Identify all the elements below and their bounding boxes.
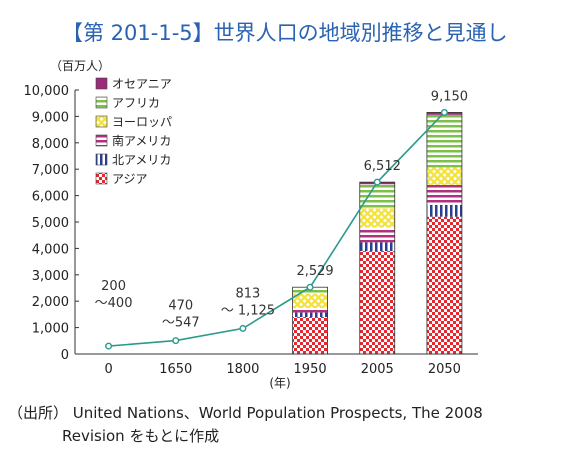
annotation-label: 9,150: [431, 89, 468, 104]
legend-label: オセアニア: [112, 77, 172, 91]
y-axis-unit-label: （百万人）: [50, 59, 110, 73]
legend-label: 南アメリカ: [112, 133, 171, 148]
bar-segment: [426, 167, 462, 185]
x-tick-label: 1800: [226, 362, 259, 377]
y-tick-label: 10,000: [24, 84, 70, 99]
population-chart: 【第 201-1-5】世界人口の地域別推移と見通し （百万人） (年) 0 1,0…: [24, 21, 508, 390]
bar-segment: [426, 184, 462, 205]
annotations: 200 ～400 470 ～547 813 ～ 1,125 2,529 6,512 9,150: [95, 89, 468, 330]
annotation-label: ～400: [95, 296, 133, 311]
bar-segment: [292, 312, 328, 318]
y-tick-label: 5,000: [32, 216, 69, 231]
chart-title: 【第 201-1-5】世界人口の地域別推移と見通し: [62, 21, 508, 45]
bar-segment: [292, 293, 328, 309]
total-line-path: [108, 111, 445, 347]
total-line-point: [440, 108, 448, 116]
legend-label: 北アメリカ: [112, 153, 171, 167]
legend-label: アジア: [112, 172, 148, 186]
annotation-label: 2,529: [296, 264, 333, 279]
legend-label: アフリカ: [112, 96, 160, 110]
total-line-point: [105, 342, 113, 350]
annotation-label: 813: [236, 286, 261, 301]
bar-segment: [426, 204, 462, 217]
total-line-point: [306, 283, 314, 291]
legend-swatch: [95, 96, 108, 109]
y-tick-label: 3,000: [32, 269, 69, 284]
bar-segment: [292, 308, 328, 313]
annotation-label: ～ 1,125: [221, 303, 275, 318]
x-tick-label: 1950: [294, 362, 327, 377]
annotation-label: 200: [101, 279, 126, 294]
legend-swatch: [95, 134, 108, 147]
total-line-point: [172, 337, 180, 345]
bar-segment: [292, 317, 328, 354]
y-axis: 0 1,000 2,000 3,000 4,000 5,000 6,000 7,000 8,00…: [24, 84, 79, 363]
x-tick-label: 1650: [159, 362, 192, 377]
y-tick-label: 0: [61, 348, 69, 363]
legend-swatch: [95, 172, 108, 185]
x-tick-label: 2005: [361, 362, 394, 377]
annotation-label: ～547: [162, 316, 200, 331]
y-tick-label: 9,000: [32, 110, 69, 125]
total-line-point: [239, 324, 247, 332]
bar-segment: [359, 184, 395, 209]
annotation-label: 6,512: [364, 159, 401, 174]
y-tick-label: 2,000: [32, 295, 69, 310]
bar-segment: [359, 227, 395, 243]
y-tick-label: 8,000: [32, 137, 69, 152]
legend-swatch: [95, 77, 108, 90]
annotation-label: 470: [168, 299, 193, 314]
y-tick-label: 7,000: [32, 163, 69, 178]
total-line-point: [373, 178, 381, 186]
total-population-line: [105, 108, 448, 350]
y-tick-label: 6,000: [32, 190, 69, 205]
x-axis: 0 1650 1800 1950 2005 2050: [75, 353, 478, 377]
x-axis-unit-label: (年): [269, 376, 290, 390]
legend-swatch: [95, 115, 108, 128]
x-tick-label: 2050: [428, 362, 461, 377]
bar-segment: [359, 208, 395, 228]
legend-label: ヨーロッパ: [112, 115, 172, 129]
y-tick-label: 4,000: [32, 242, 69, 257]
bar-segment: [359, 242, 395, 252]
bar-segment: [426, 216, 462, 354]
stacked-bars: [292, 112, 463, 355]
source-note-line-1: （出所） United Nations、World Population Pro…: [8, 404, 483, 422]
x-tick-label: 0: [104, 362, 112, 377]
bar-segment: [359, 251, 395, 354]
source-note-line-2: Revision をもとに作成: [62, 427, 220, 445]
legend-swatch: [95, 153, 108, 166]
bar-segment: [426, 114, 462, 168]
y-tick-label: 1,000: [32, 322, 69, 337]
